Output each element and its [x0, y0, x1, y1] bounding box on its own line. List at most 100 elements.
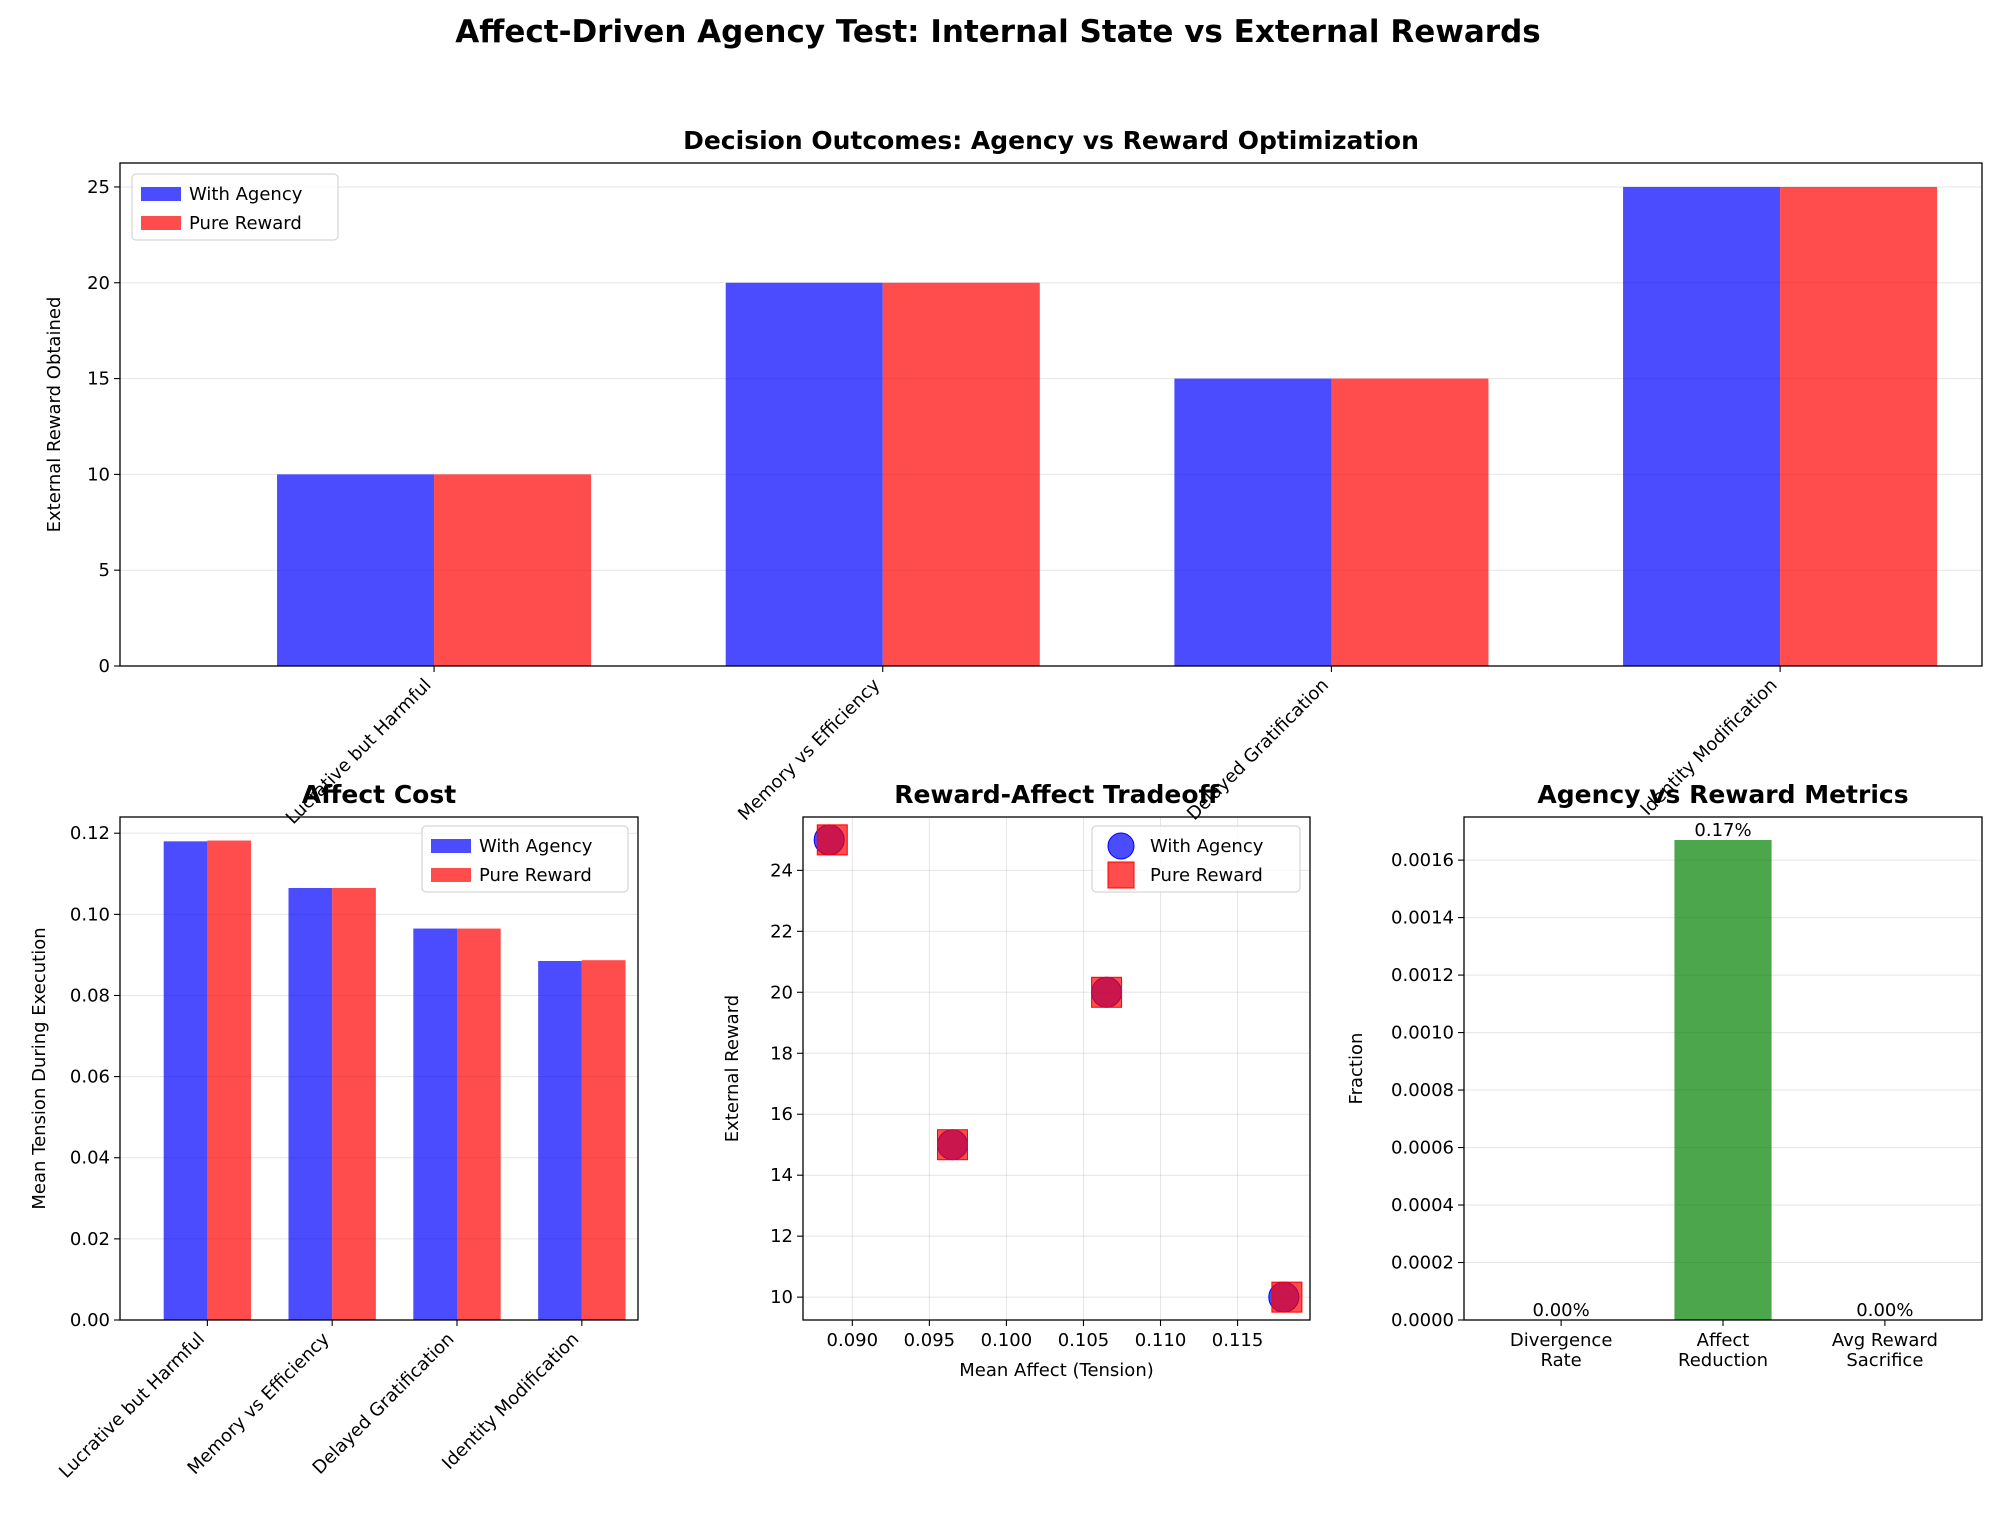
y-tick-label: 0.04 [70, 1148, 110, 1169]
bar [1780, 186, 1938, 666]
reward-affect-tradeoff-chart: 0.090 0.095 0.100 0.105 0.110 0.115 10 12 14 16 18… [722, 780, 1311, 1381]
y-tick-label: 0.0008 [1391, 1080, 1454, 1101]
bar [457, 928, 501, 1320]
legend-swatch [1107, 832, 1135, 860]
legend-swatch [141, 187, 181, 201]
chart-title: Decision Outcomes: Agency vs Reward Opti… [683, 126, 1419, 155]
axes-frame [119, 816, 639, 1321]
legend-swatch [141, 216, 181, 230]
x-tick-label: Memory vs Efficiency [184, 1328, 334, 1478]
legend-label: With Agency [479, 836, 593, 857]
axes-frame [802, 816, 1311, 1321]
legend-swatch [431, 868, 471, 882]
y-tick-label: 15 [87, 369, 110, 390]
legend-box [421, 825, 629, 893]
y-axis-label: Fraction [1346, 1033, 1367, 1105]
y-tick-label: 24 [770, 860, 793, 881]
bar [882, 282, 1040, 666]
bar [207, 840, 252, 1320]
bar [1331, 378, 1489, 666]
y-tick-label: 0.02 [70, 1229, 110, 1250]
y-tick-label: 0.0012 [1391, 965, 1454, 986]
legend-box [1091, 825, 1301, 893]
legend-label: Pure Reward [189, 213, 302, 234]
legend-label: With Agency [1150, 836, 1264, 857]
y-axis-label: External Reward Obtained [44, 297, 65, 533]
agency-metrics-chart: 0.0000 0.0002 0.0004 0.0006 0.0008 0.0010 0.00… [1346, 780, 1983, 1371]
x-tick-label: Divergence Rate [1510, 1330, 1613, 1371]
bar [163, 841, 208, 1320]
bar-value-label: 0.00% [1856, 1300, 1913, 1321]
y-tick-label: 0.0004 [1391, 1195, 1454, 1216]
y-tick-label: 18 [770, 1043, 793, 1064]
y-axis-label: External Reward [722, 995, 743, 1142]
bar [332, 887, 376, 1320]
x-tick-label: Delayed Gratification [309, 1329, 459, 1479]
bar-value-label: 0.17% [1694, 820, 1751, 841]
x-tick-label: 0.105 [1058, 1330, 1110, 1351]
x-tick-label: 0.110 [1135, 1330, 1187, 1351]
y-tick-label: 0.06 [70, 1067, 110, 1088]
bar [277, 474, 435, 666]
x-tick-label: Avg Reward Sacrifice [1832, 1330, 1938, 1371]
y-tick-label: 0.0010 [1391, 1023, 1454, 1044]
x-tick-label: Lucrative but Harmful [55, 1329, 209, 1483]
legend-swatch [431, 839, 471, 853]
bar [1674, 839, 1772, 1320]
y-tick-label: 5 [99, 560, 110, 581]
x-tick-label: 0.115 [1212, 1330, 1264, 1351]
y-tick-label: 0.10 [70, 904, 110, 925]
x-axis-label: Mean Affect (Tension) [959, 1360, 1154, 1381]
legend-label: Pure Reward [1150, 865, 1263, 886]
figure-title: Affect-Driven Agency Test: Internal Stat… [455, 14, 1540, 50]
chart-title: Affect Cost [302, 780, 456, 809]
bar [538, 961, 582, 1320]
x-tick-label: Identity Modification [438, 1329, 583, 1474]
y-tick-label: 0.00 [70, 1310, 110, 1331]
chart-title: Agency vs Reward Metrics [1537, 780, 1908, 809]
bar [581, 960, 626, 1320]
affect-cost-chart: 0.00 0.02 0.04 0.06 0.08 0.10 0.12 Lucrative bu… [29, 780, 639, 1483]
y-tick-label: 25 [87, 177, 110, 198]
y-tick-label: 10 [770, 1287, 793, 1308]
x-tick-label: Affect Reduction [1678, 1330, 1768, 1371]
legend-label: Pure Reward [479, 865, 592, 886]
bar-value-label: 0.00% [1533, 1300, 1590, 1321]
y-tick-label: 12 [770, 1226, 793, 1247]
axes-frame [119, 162, 1983, 667]
y-tick-label: 0.0006 [1391, 1138, 1454, 1159]
y-tick-label: 10 [87, 464, 110, 485]
axes-frame [1463, 816, 1983, 1321]
y-tick-label: 20 [87, 273, 110, 294]
point-pure-reward [816, 824, 848, 856]
bar [288, 887, 333, 1320]
bar [1174, 378, 1332, 666]
bar [725, 282, 883, 666]
y-tick-label: 16 [770, 1104, 793, 1125]
y-tick-label: 0.0000 [1391, 1310, 1454, 1331]
x-tick-label: Memory vs Efficiency [734, 674, 884, 824]
y-axis-label: Mean Tension During Execution [29, 927, 50, 1209]
y-tick-label: 0.0016 [1391, 850, 1454, 871]
x-tick-label: 0.100 [981, 1330, 1033, 1351]
bar [1623, 186, 1781, 666]
y-tick-label: 22 [770, 921, 793, 942]
chart-title: Reward-Affect Tradeoff [894, 780, 1219, 809]
legend-label: With Agency [189, 184, 303, 205]
y-tick-label: 14 [770, 1165, 793, 1186]
x-tick-label: 0.095 [904, 1330, 956, 1351]
y-tick-label: 20 [770, 982, 793, 1003]
legend-box [131, 173, 339, 241]
bar [434, 474, 592, 666]
bar [413, 928, 458, 1320]
point-pure-reward [1271, 1281, 1303, 1313]
point-pure-reward [936, 1129, 968, 1161]
x-tick-label: 0.090 [827, 1330, 879, 1351]
y-tick-label: 0.12 [70, 823, 110, 844]
y-tick-label: 0.0002 [1391, 1253, 1454, 1274]
y-tick-label: 0 [99, 656, 110, 677]
legend-swatch [1107, 861, 1135, 889]
y-tick-label: 0.0014 [1391, 908, 1454, 929]
